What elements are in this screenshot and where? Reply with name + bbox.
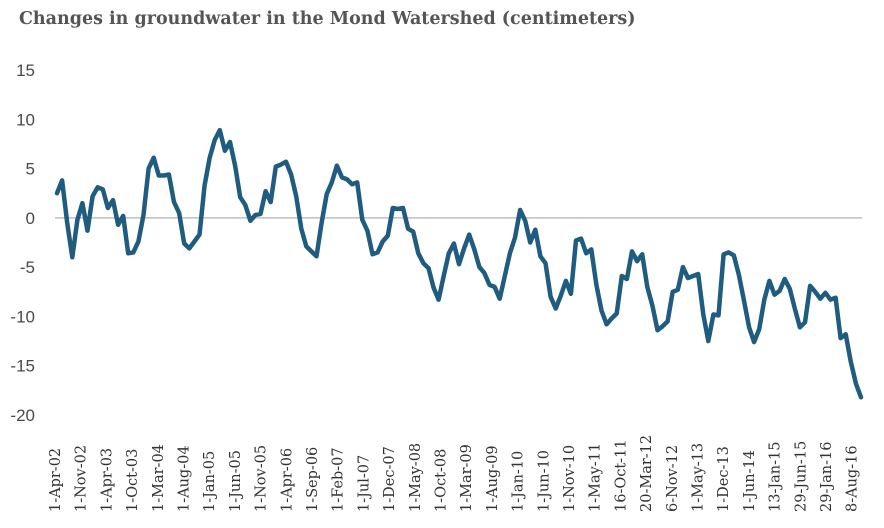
x-tick-label: 1-Jan-05 xyxy=(202,451,218,512)
x-tick-label: 8-Aug-16 xyxy=(845,445,861,512)
x-tick-label: 1-Jun-05 xyxy=(228,450,244,512)
x-tick-label: 1-May-13 xyxy=(691,443,707,512)
x-tick-label: 13-Jan-15 xyxy=(768,442,784,513)
y-tick-label: 0 xyxy=(26,209,35,228)
x-tick-label: 20-Mar-12 xyxy=(639,435,655,512)
x-tick-label: 1-Jun-10 xyxy=(536,450,552,512)
x-tick-label: 6-Nov-12 xyxy=(665,445,681,512)
y-tick-label: -15 xyxy=(10,357,35,376)
x-tick-label: 16-Oct-11 xyxy=(613,439,629,512)
y-tick-label: 5 xyxy=(26,160,35,179)
x-tick-label: 1-Apr-06 xyxy=(279,448,295,512)
x-tick-label: 1-Mar-09 xyxy=(459,444,475,512)
x-axis: 1-Apr-02 1-Nov-02 1-Apr-03 1-Oct-03 1-Mar-04… xyxy=(48,435,861,512)
x-tick-label: 1-Mar-04 xyxy=(151,444,167,512)
chart-title: Changes in groundwater in the Mond Water… xyxy=(19,9,636,29)
y-tick-label: -10 xyxy=(10,307,35,326)
y-tick-label: -5 xyxy=(20,258,35,277)
x-tick-label: 1-Apr-02 xyxy=(48,448,64,512)
y-tick-label: 10 xyxy=(16,110,35,129)
x-tick-label: 1-Aug-04 xyxy=(177,445,193,512)
x-tick-label: 1-Nov-02 xyxy=(74,445,90,512)
y-axis: 15 10 5 0 -5 -10 -15 -20 xyxy=(10,61,35,425)
x-tick-label: 1-Jan-10 xyxy=(511,451,527,512)
x-tick-label: 1-Dec-13 xyxy=(716,446,732,512)
x-tick-label: 1-Aug-09 xyxy=(485,445,501,512)
series-layer xyxy=(54,127,864,400)
x-tick-label: 1-Dec-07 xyxy=(382,446,398,512)
x-tick-label: 29-Jan-16 xyxy=(819,442,835,513)
x-tick-label: 1-Apr-03 xyxy=(99,448,115,512)
x-tick-label: 1-Oct-03 xyxy=(125,449,141,512)
x-tick-label: 1-Feb-07 xyxy=(331,447,347,512)
x-tick-label: 1-Nov-05 xyxy=(254,445,270,512)
series-line xyxy=(54,127,864,400)
y-tick-label: 15 xyxy=(16,61,35,80)
x-tick-label: 1-May-08 xyxy=(408,443,424,512)
x-tick-label: 1-Sep-06 xyxy=(305,447,321,512)
x-tick-label: 29-Jun-15 xyxy=(793,441,809,512)
x-tick-label: 1-Jul-07 xyxy=(356,455,372,512)
x-tick-label: 1-Jun-14 xyxy=(742,450,758,512)
x-tick-label: 1-May-11 xyxy=(588,443,604,512)
x-tick-label: 1-Oct-08 xyxy=(434,449,450,512)
y-tick-label: -20 xyxy=(10,406,35,425)
x-tick-label: 1-Nov-10 xyxy=(562,445,578,512)
